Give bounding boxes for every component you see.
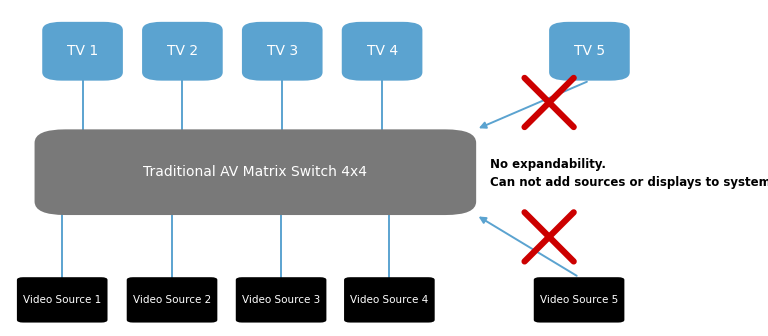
FancyBboxPatch shape — [142, 22, 223, 81]
Text: Traditional AV Matrix Switch 4x4: Traditional AV Matrix Switch 4x4 — [144, 165, 367, 179]
Text: Video Source 3: Video Source 3 — [242, 295, 320, 305]
Text: TV 5: TV 5 — [574, 44, 605, 58]
FancyBboxPatch shape — [127, 277, 217, 323]
FancyBboxPatch shape — [236, 277, 326, 323]
FancyBboxPatch shape — [17, 277, 108, 323]
Text: No expandability.
Can not add sources or displays to system: No expandability. Can not add sources or… — [490, 158, 768, 188]
Text: Video Source 5: Video Source 5 — [540, 295, 618, 305]
Text: TV 2: TV 2 — [167, 44, 198, 58]
FancyBboxPatch shape — [342, 22, 422, 81]
Text: TV 1: TV 1 — [67, 44, 98, 58]
FancyBboxPatch shape — [242, 22, 323, 81]
FancyBboxPatch shape — [344, 277, 435, 323]
FancyBboxPatch shape — [549, 22, 630, 81]
Text: Video Source 2: Video Source 2 — [133, 295, 211, 305]
FancyBboxPatch shape — [42, 22, 123, 81]
Text: TV 3: TV 3 — [266, 44, 298, 58]
Text: TV 4: TV 4 — [366, 44, 398, 58]
FancyBboxPatch shape — [534, 277, 624, 323]
Text: Video Source 1: Video Source 1 — [23, 295, 101, 305]
FancyBboxPatch shape — [35, 129, 476, 215]
Text: Video Source 4: Video Source 4 — [350, 295, 429, 305]
